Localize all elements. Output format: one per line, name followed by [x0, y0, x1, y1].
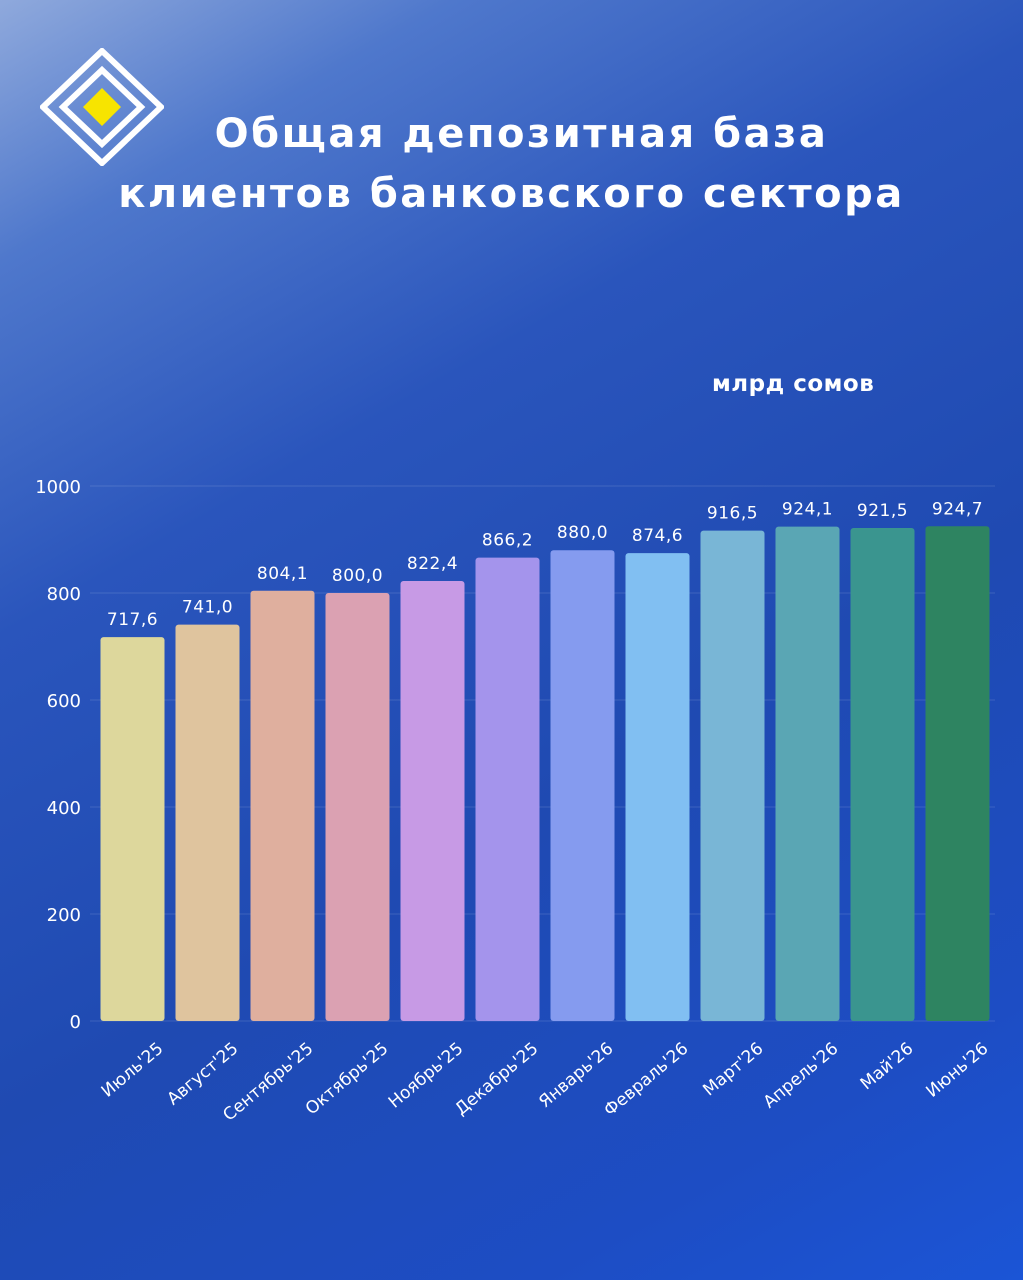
data-label: 874,6 — [632, 526, 683, 546]
bar — [325, 593, 390, 1021]
data-label: 800,0 — [332, 566, 383, 586]
y-tick-label: 600 — [47, 691, 81, 712]
data-label: 866,2 — [482, 531, 533, 551]
y-tick-label: 800 — [47, 584, 81, 605]
data-label: 741,0 — [182, 598, 233, 618]
x-tick-label: Апрель'26 — [760, 1039, 843, 1113]
bar — [250, 590, 315, 1021]
bar — [100, 637, 165, 1021]
x-tick-label: Май'26 — [857, 1039, 918, 1094]
page-title: Общая депозитная база клиентов банковско… — [0, 104, 1023, 224]
data-label: 804,1 — [257, 564, 308, 584]
bar — [775, 526, 840, 1021]
y-tick-label: 1000 — [35, 477, 81, 498]
data-label: 916,5 — [707, 504, 758, 524]
x-tick-label: Август'25 — [164, 1039, 243, 1110]
y-tick-label: 200 — [47, 905, 81, 926]
bar — [625, 553, 690, 1021]
bar — [925, 526, 990, 1021]
bar — [400, 581, 465, 1021]
bar — [175, 624, 240, 1021]
bar — [550, 550, 615, 1021]
y-tick-label: 0 — [70, 1012, 81, 1033]
title-line-2: клиентов банковского сектора — [118, 171, 905, 217]
data-label: 822,4 — [407, 554, 458, 574]
bar — [700, 530, 765, 1021]
data-label: 880,0 — [557, 523, 608, 543]
unit-label: млрд сомов — [712, 371, 875, 397]
title-line-1: Общая депозитная база — [214, 111, 829, 157]
data-label: 924,1 — [782, 500, 833, 520]
data-label: 921,5 — [857, 501, 908, 521]
bar — [475, 557, 540, 1021]
y-tick-label: 400 — [47, 798, 81, 819]
data-label: 717,6 — [107, 610, 158, 630]
logo-icon — [40, 48, 164, 166]
x-tick-label: Декабрь'25 — [451, 1039, 542, 1120]
x-tick-label: Июнь'26 — [923, 1039, 993, 1102]
x-tick-label: Март'26 — [699, 1039, 767, 1101]
bar — [850, 527, 915, 1021]
data-label: 924,7 — [932, 499, 983, 519]
x-tick-label: Октябрь'25 — [302, 1039, 393, 1119]
x-tick-label: Июль'25 — [98, 1039, 168, 1102]
